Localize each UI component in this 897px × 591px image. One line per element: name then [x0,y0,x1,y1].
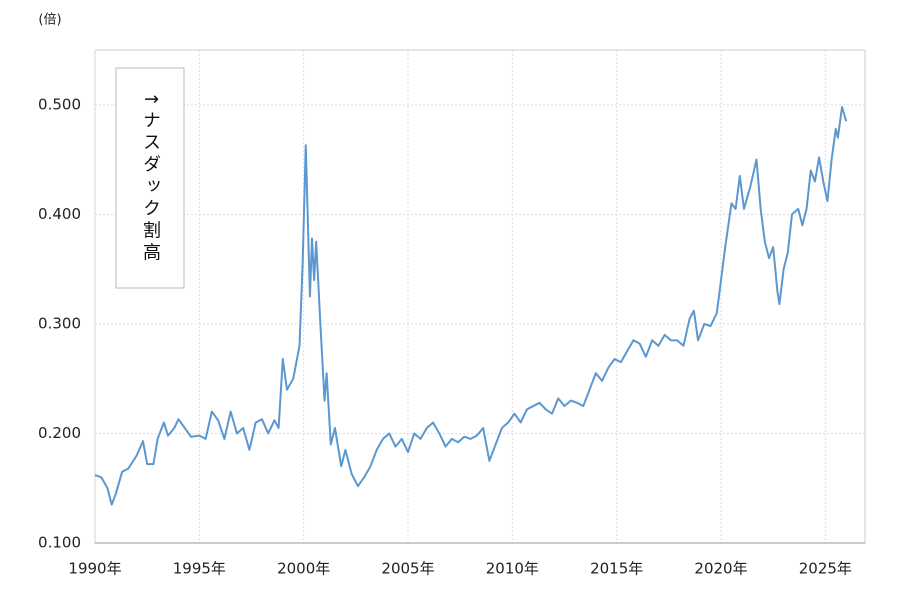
x-tick-label: 2020年 [694,560,747,578]
x-tick-label: 1995年 [173,560,226,578]
x-tick-label: 2015年 [590,560,643,578]
plot-area [94,49,866,544]
y-tick-label: 0.200 [38,424,81,442]
y-tick-label: 0.100 [38,534,81,552]
x-tick-label: 2010年 [486,560,539,578]
unit-label: (倍) [38,13,61,28]
annotation: ↑ナスダック割高 [140,91,161,264]
x-tick-label: 1990年 [68,560,121,578]
y-tick-label: 0.400 [38,205,81,223]
x-tick-label: 2025年 [799,560,852,578]
line-series [94,105,848,506]
y-tick-label: 0.300 [38,314,81,332]
x-tick-label: 2005年 [381,560,434,578]
annotation-box [115,67,185,289]
x-tick-label: 2000年 [277,560,330,578]
y-tick-label: 0.500 [38,95,81,113]
